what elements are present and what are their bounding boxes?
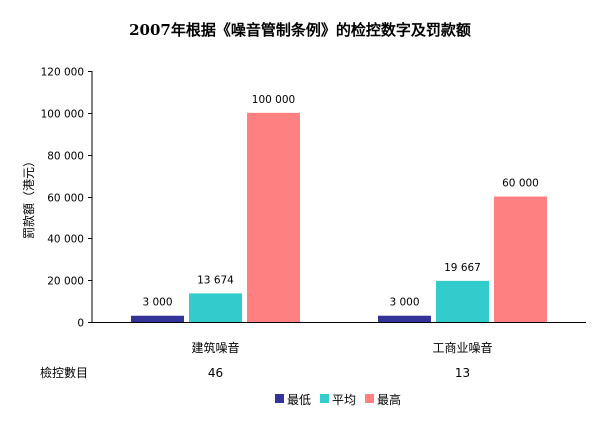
legend-swatch <box>365 394 374 403</box>
legend-swatch <box>275 394 284 403</box>
x-category-label: 建筑噪音 <box>191 340 239 355</box>
y-tick-label: 40 000 <box>47 234 84 246</box>
data-label: 3 000 <box>142 297 172 309</box>
x-category-label: 工商业噪音 <box>432 340 492 355</box>
y-tick-label: 120 000 <box>41 67 84 79</box>
bar-最低 <box>378 315 431 322</box>
bar-最高 <box>494 196 547 322</box>
legend-label: 平均 <box>332 393 356 407</box>
y-axis-label: 罰款額（港元） <box>22 155 36 239</box>
bar-平均 <box>189 293 242 322</box>
y-tick-label: 0 <box>77 318 84 330</box>
data-label: 13 674 <box>197 274 234 286</box>
y-tick-label: 60 000 <box>47 193 84 205</box>
bar-最高 <box>247 112 300 322</box>
data-label: 100 000 <box>252 94 295 106</box>
data-label: 60 000 <box>502 178 539 190</box>
table-row-value: 46 <box>208 366 223 380</box>
bar-平均 <box>436 280 489 322</box>
y-tick-label: 100 000 <box>41 109 84 121</box>
legend-label: 最高 <box>377 392 401 407</box>
bar-最低 <box>131 315 184 322</box>
chart-title: 2007年根据《噪音管制条例》的检控数字及罚款额 <box>129 21 471 39</box>
data-label: 3 000 <box>389 297 419 309</box>
y-tick-label: 20 000 <box>47 276 84 288</box>
legend-swatch <box>320 394 329 403</box>
table-row-label: 檢控數目 <box>40 365 88 380</box>
y-tick-label: 80 000 <box>47 151 84 163</box>
table-row-value: 13 <box>455 366 470 380</box>
data-label: 19 667 <box>444 262 481 274</box>
legend-label: 最低 <box>287 393 311 407</box>
